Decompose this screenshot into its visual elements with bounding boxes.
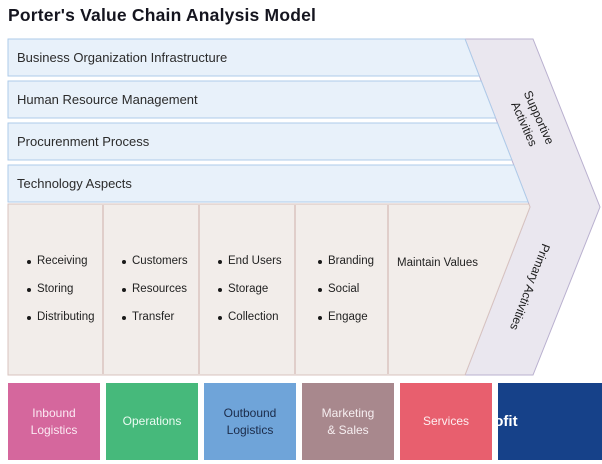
list-item-label: Storage bbox=[228, 283, 269, 295]
footer-box-label: Inbound Logistics bbox=[30, 406, 78, 437]
list-item: Engage bbox=[318, 311, 388, 324]
support-row-label-technology: Technology Aspects bbox=[17, 176, 132, 191]
detail-column-outbound: End Users Storage Collection bbox=[199, 204, 295, 375]
list-item: Storage bbox=[218, 283, 295, 296]
list-item: Transfer bbox=[122, 311, 199, 324]
detail-column-operations: Customers Resources Transfer bbox=[103, 204, 199, 375]
footer-box-services: Services bbox=[400, 383, 492, 460]
bullet-icon bbox=[318, 315, 322, 320]
list-item-label: Engage bbox=[328, 311, 368, 323]
list-item-label: Resources bbox=[132, 283, 187, 295]
list-item-label: Receiving bbox=[37, 255, 88, 267]
support-row-shape-4 bbox=[7, 164, 529, 203]
profit-arrow: Profit bbox=[498, 383, 602, 460]
list-item: Customers bbox=[122, 255, 199, 268]
profit-label: Profit bbox=[478, 413, 518, 430]
footer-box-outbound-logistics: Outbound Logistics bbox=[204, 383, 296, 460]
support-row-shape-2 bbox=[7, 80, 497, 119]
footer-box-operations: Operations bbox=[106, 383, 198, 460]
support-row-shape-1 bbox=[7, 38, 481, 77]
primary-detail-panel-shape bbox=[7, 203, 531, 376]
support-row-label-hr: Human Resource Management bbox=[17, 92, 198, 107]
footer-box-marketing-sales: Marketing & Sales bbox=[302, 383, 394, 460]
support-row-label-infrastructure: Business Organization Infrastructure bbox=[17, 50, 228, 65]
detail-column-inbound: Receiving Storing Distributing bbox=[8, 204, 103, 375]
list-item: Branding bbox=[318, 255, 388, 268]
footer-box-inbound-logistics: Inbound Logistics bbox=[8, 383, 100, 460]
list-item: Receiving bbox=[27, 255, 103, 268]
page-title: Porter's Value Chain Analysis Model bbox=[8, 5, 317, 25]
list-item-label: Customers bbox=[132, 255, 188, 267]
footer-box-label: Marketing & Sales bbox=[321, 406, 375, 437]
footer-box-label: Outbound Logistics bbox=[223, 406, 277, 437]
list-item-label: Social bbox=[328, 283, 360, 295]
list-item-label: Transfer bbox=[132, 311, 175, 323]
list-item: Distributing bbox=[27, 311, 103, 324]
support-row-label-procurement: Procurenment Process bbox=[17, 134, 150, 149]
detail-column-marketing: Branding Social Engage bbox=[295, 204, 388, 375]
bullet-icon bbox=[318, 287, 322, 292]
list-item: Collection bbox=[218, 311, 295, 324]
maintain-values-label: Maintain Values bbox=[397, 257, 478, 269]
bullet-icon bbox=[318, 259, 322, 264]
bullet-icon bbox=[218, 287, 222, 292]
list-item: Social bbox=[318, 283, 388, 296]
list-item-label: End Users bbox=[228, 255, 282, 267]
bullet-icon bbox=[27, 315, 31, 320]
bullet-icon bbox=[27, 259, 31, 264]
bullet-icon bbox=[218, 259, 222, 264]
list-item: Storing bbox=[27, 283, 103, 296]
list-item-label: Branding bbox=[328, 255, 375, 267]
list-item-label: Distributing bbox=[37, 311, 95, 323]
list-item-label: Storing bbox=[37, 283, 74, 295]
bullet-icon bbox=[122, 315, 126, 320]
bullet-icon bbox=[27, 287, 31, 292]
list-item: Resources bbox=[122, 283, 199, 296]
support-row-shape-3 bbox=[7, 122, 513, 161]
list-item-label: Collection bbox=[228, 311, 279, 323]
list-item: End Users bbox=[218, 255, 295, 268]
bullet-icon bbox=[218, 315, 222, 320]
bullet-icon bbox=[122, 287, 126, 292]
footer-box-label: Operations bbox=[122, 414, 182, 429]
footer-box-label: Services bbox=[422, 414, 469, 429]
bullet-icon bbox=[122, 259, 126, 264]
